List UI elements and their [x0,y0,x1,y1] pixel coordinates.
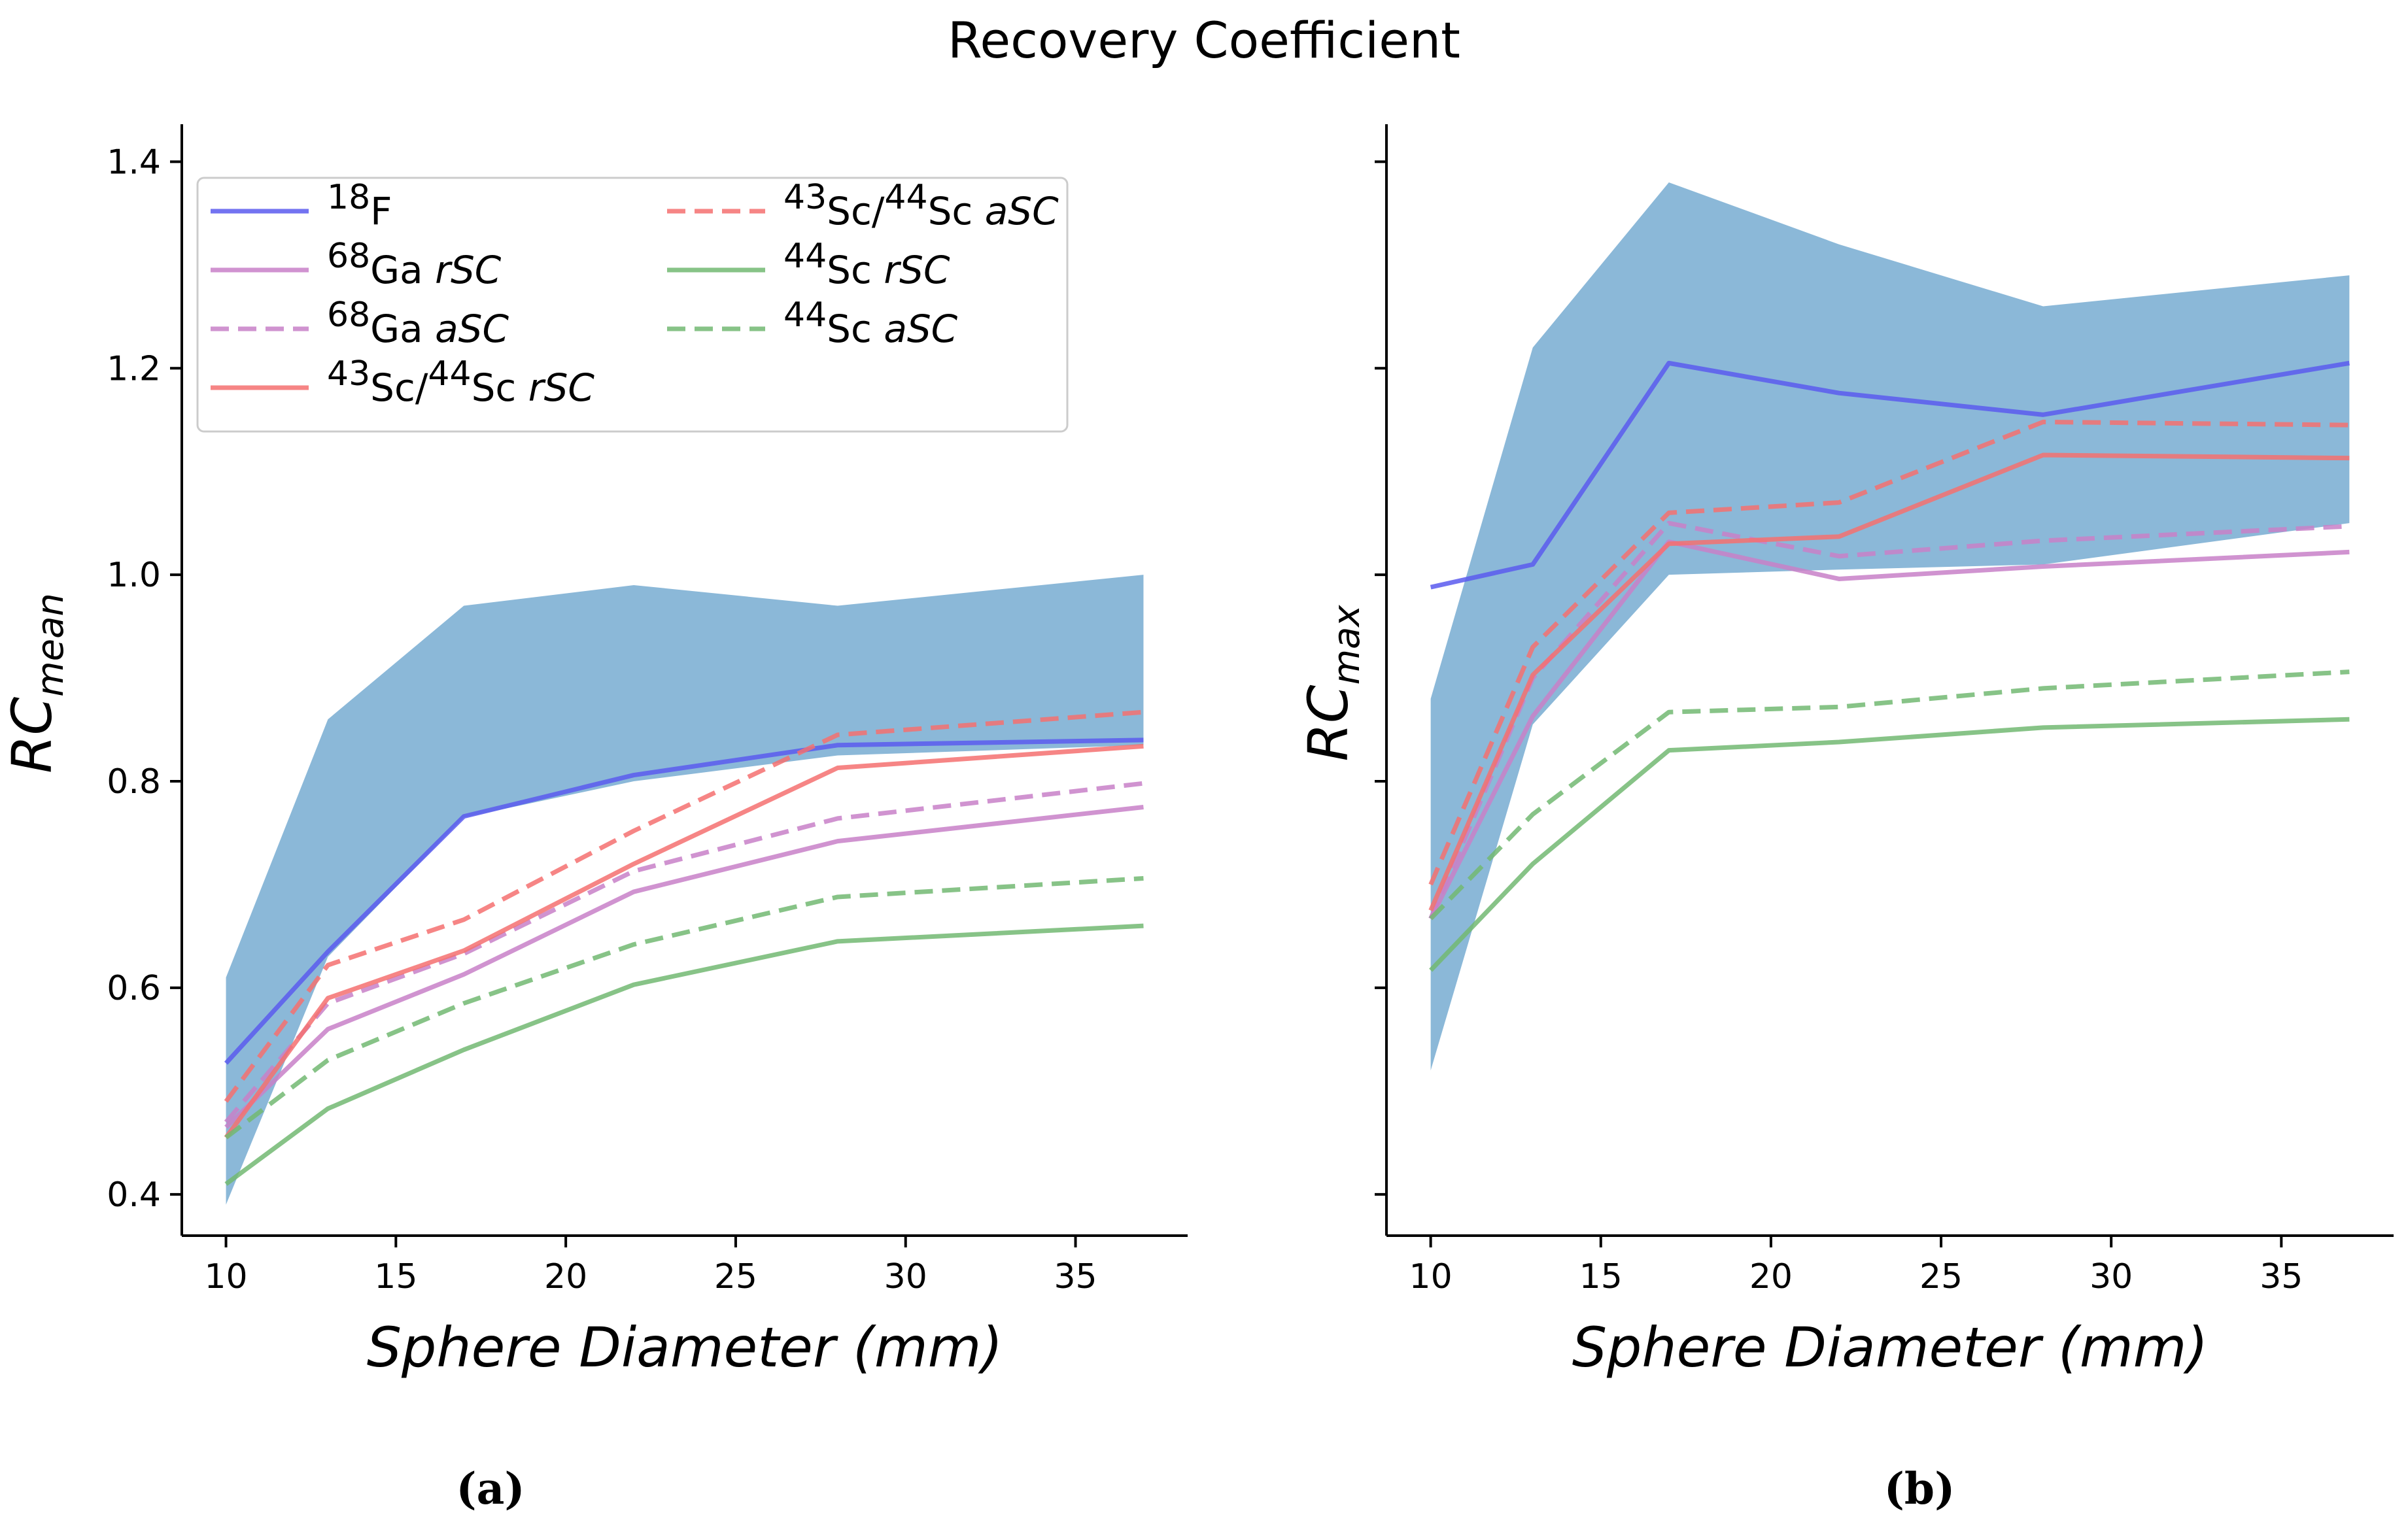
x-tick-label: 25 [714,1257,757,1296]
series-line-68ga-rsc [1428,539,2350,920]
y-axis-title: RCmean [0,593,72,773]
legend-label-44sc-rsc: 44Sc rSC [783,237,950,292]
x-tick-label: 30 [2090,1257,2133,1296]
y-tick-label: 0.4 [107,1175,161,1215]
y-tick-label: 0.6 [107,969,161,1008]
legend-label-43sc-44sc-asc: 43Sc/44Sc aSC [783,178,1059,233]
x-axis-title: Sphere Diameter (mm) [1572,1315,2209,1379]
legend-label-43sc-44sc-rsc: 43Sc/44Sc rSC [327,354,594,410]
uncertainty-band [1430,182,2350,1071]
series-line-18f [1430,360,2350,590]
series-line-44sc-rsc [1429,717,2350,972]
y-tick-label: 0.8 [107,762,161,802]
x-tick-label: 10 [1409,1257,1453,1296]
series-line-68ga-asc [224,781,1144,1124]
series-line-44sc-rsc [224,923,1144,1186]
series-line-44sc-asc [224,876,1144,1140]
x-tick-label: 30 [884,1257,927,1296]
series-line-18f [224,737,1144,1065]
y-tick-label: 1.4 [107,143,161,182]
series-line-43sc-44sc-rsc [224,743,1144,1140]
y-axis-title: RCmax [1296,605,1368,762]
x-tick-label: 15 [374,1257,417,1296]
series-line-43sc-44sc-rsc [1428,452,2350,911]
series-line-43sc-44sc-asc [1428,419,2350,886]
legend-label-68ga-rsc: 68Ga rSC [327,237,502,292]
series-line-43sc-44sc-asc [224,709,1144,1103]
legend-label-44sc-asc: 44Sc aSC [783,296,958,351]
y-tick-label: 1.2 [107,349,161,388]
figure-title: Recovery Coefficient [948,11,1460,69]
panel-caption: (a) [456,1463,525,1514]
legend-label-68ga-asc: 68Ga aSC [327,296,509,351]
y-tick-label: 1.0 [107,556,161,595]
x-tick-label: 20 [544,1257,587,1296]
series-line-44sc-asc [1429,669,2350,921]
series-line-68ga-rsc [224,805,1144,1129]
panel-b-chart: 10 15 20 25 30 35 Sphere Diameter (mm) RCmax (b) [1296,124,2394,1514]
panel-a-chart: 10 15 20 25 30 35 0.4 0.6 0.8 1.0 1.2 1.4 Sphere Dia… [0,124,1188,1514]
legend-label-18f: 18F [327,178,392,233]
x-tick-label: 25 [1919,1257,1963,1296]
legend-box [196,177,1069,433]
x-axis-title: Sphere Diameter (mm) [367,1315,1003,1379]
x-tick-label: 35 [1054,1257,1097,1296]
x-tick-label: 10 [204,1257,247,1296]
panel-caption: (b) [1884,1463,1955,1514]
uncertainty-band [226,575,1144,1205]
x-tick-label: 20 [1749,1257,1793,1296]
x-tick-label: 35 [2260,1257,2303,1296]
x-tick-label: 15 [1579,1257,1623,1296]
